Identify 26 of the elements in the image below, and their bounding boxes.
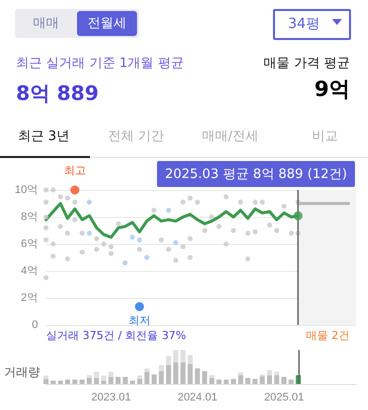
y-tick-label: 2억 [20, 292, 38, 304]
text: 매매 [32, 15, 60, 33]
x-tick-label: 2023.01 [91, 392, 131, 404]
y-axis-title: 거래량 [4, 364, 40, 381]
text: 매물 2건 [306, 328, 350, 343]
text: 비교 [312, 128, 338, 145]
annotation: 최저 [128, 312, 150, 328]
x-tick-label: 2025.01 [264, 392, 304, 404]
text: 매물 가격 평균 [264, 55, 350, 72]
annotation: 최고 [64, 163, 86, 178]
text: 전월세 [77, 11, 137, 36]
text: 전체 기간 [108, 128, 164, 145]
y-tick-label: 6억 [20, 238, 38, 250]
y-tick-label: 10억 [14, 184, 38, 196]
x-tick-label: 2024.01 [178, 392, 218, 404]
text: 34평 [288, 15, 320, 33]
text: 매매/전세 [202, 128, 258, 145]
text: 8억 889 [16, 80, 99, 107]
text: 최근 실거래 기준 1개월 평균 [16, 55, 184, 72]
text: 실거래 375건 / 회전율 37% [46, 328, 186, 343]
y-tick-label: 4억 [20, 265, 38, 277]
y-tick-label: 0 [32, 319, 38, 331]
annotation: 2025.03 평균 8억 889 (12건) [156, 161, 356, 187]
text: 최근 3년 [18, 128, 70, 145]
y-tick-label: 8억 [20, 211, 38, 223]
text: 9억 [314, 76, 350, 103]
